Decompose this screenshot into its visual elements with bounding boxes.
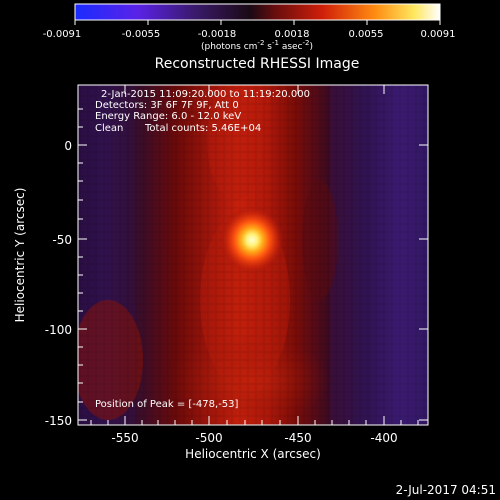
energy-range: Energy Range: 6.0 - 12.0 keV (95, 111, 241, 122)
colorbar: -0.0091 -0.0055 -0.0018 0.0018 0.0055 0.… (43, 3, 456, 52)
plot-frame (77, 84, 429, 426)
x-tick-label: -400 (370, 431, 397, 445)
colorbar-tick-label: 0.0091 (421, 29, 456, 40)
colorbar-tick-label: 0.0055 (349, 29, 384, 40)
plot-title: Reconstructed RHESSI Image (155, 56, 360, 72)
peak-position: Position of Peak = [-478,-53] (95, 399, 239, 410)
colorbar-tick-label: -0.0018 (198, 29, 237, 40)
x-axis-ticks (90, 85, 419, 425)
y-tick-label: -150 (45, 414, 72, 428)
rhessi-image (78, 85, 428, 425)
x-axis-label: Heliocentric X (arcsec) (185, 447, 321, 461)
algorithm: Clean (95, 123, 123, 134)
y-tick-label: 0 (64, 139, 72, 153)
x-tick-label: -550 (111, 431, 138, 445)
y-tick-label: -100 (45, 323, 72, 337)
detectors: Detectors: 3F 6F 7F 9F, Att 0 (95, 100, 239, 111)
colorbar-gradient (74, 3, 441, 21)
total-counts: Total counts: 5.46E+04 (144, 123, 261, 134)
colorbar-units: (photons cm-2 s-1 asec-2) (201, 39, 313, 52)
y-axis-label: Heliocentric Y (arcsec) (13, 188, 27, 323)
flare-peak (220, 206, 284, 274)
y-axis-ticks (78, 108, 428, 421)
colorbar-tick-label: -0.0091 (43, 29, 82, 40)
timestamp: 2-Jul-2017 04:51 (396, 483, 496, 497)
x-tick-label: -500 (195, 431, 222, 445)
colorbar-tick-marks (74, 20, 441, 25)
y-tick-label: -50 (52, 233, 72, 247)
colorbar-tick-label: 0.0018 (275, 29, 310, 40)
colorbar-tick-label: -0.0055 (122, 29, 161, 40)
x-tick-label: -450 (284, 431, 311, 445)
time-range: 2-Jan-2015 11:09:20.000 to 11:19:20.000 (101, 89, 310, 100)
observation-info: 2-Jan-2015 11:09:20.000 to 11:19:20.000 … (95, 89, 310, 134)
